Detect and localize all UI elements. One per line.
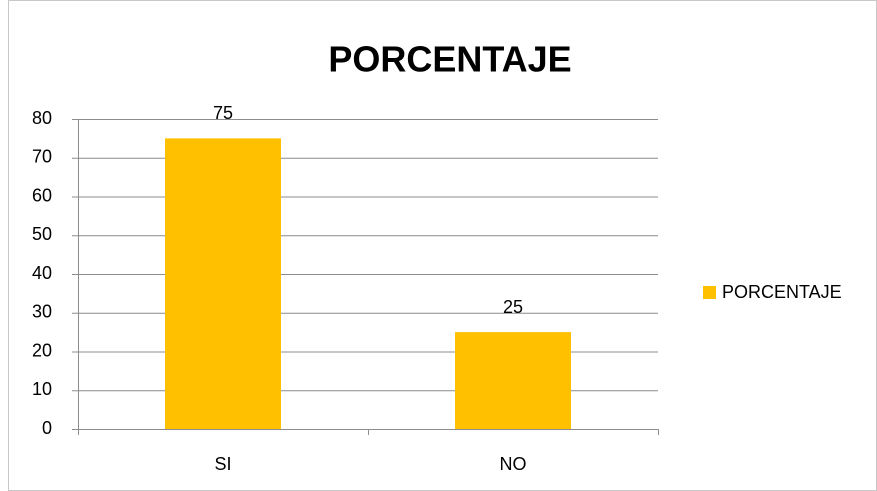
legend-label: PORCENTAJE <box>722 282 842 302</box>
x-tick-label: SI <box>214 454 231 474</box>
chart-title: PORCENTAJE <box>328 39 571 80</box>
x-tick-label: NO <box>500 454 527 474</box>
data-label: 25 <box>503 297 523 317</box>
legend-swatch <box>703 286 716 299</box>
y-tick-label: 80 <box>32 108 52 128</box>
y-tick-label: 20 <box>32 340 52 360</box>
bar <box>165 138 281 429</box>
y-tick-label: 60 <box>32 185 52 205</box>
bar <box>455 332 571 429</box>
y-tick-label: 10 <box>32 379 52 399</box>
y-tick-label: 30 <box>32 302 52 322</box>
y-tick-label: 50 <box>32 224 52 244</box>
y-tick-label: 40 <box>32 263 52 283</box>
y-tick-label: 0 <box>42 418 52 438</box>
chart-border <box>8 0 877 491</box>
data-label: 75 <box>213 103 233 123</box>
y-tick-label: 70 <box>32 147 52 167</box>
